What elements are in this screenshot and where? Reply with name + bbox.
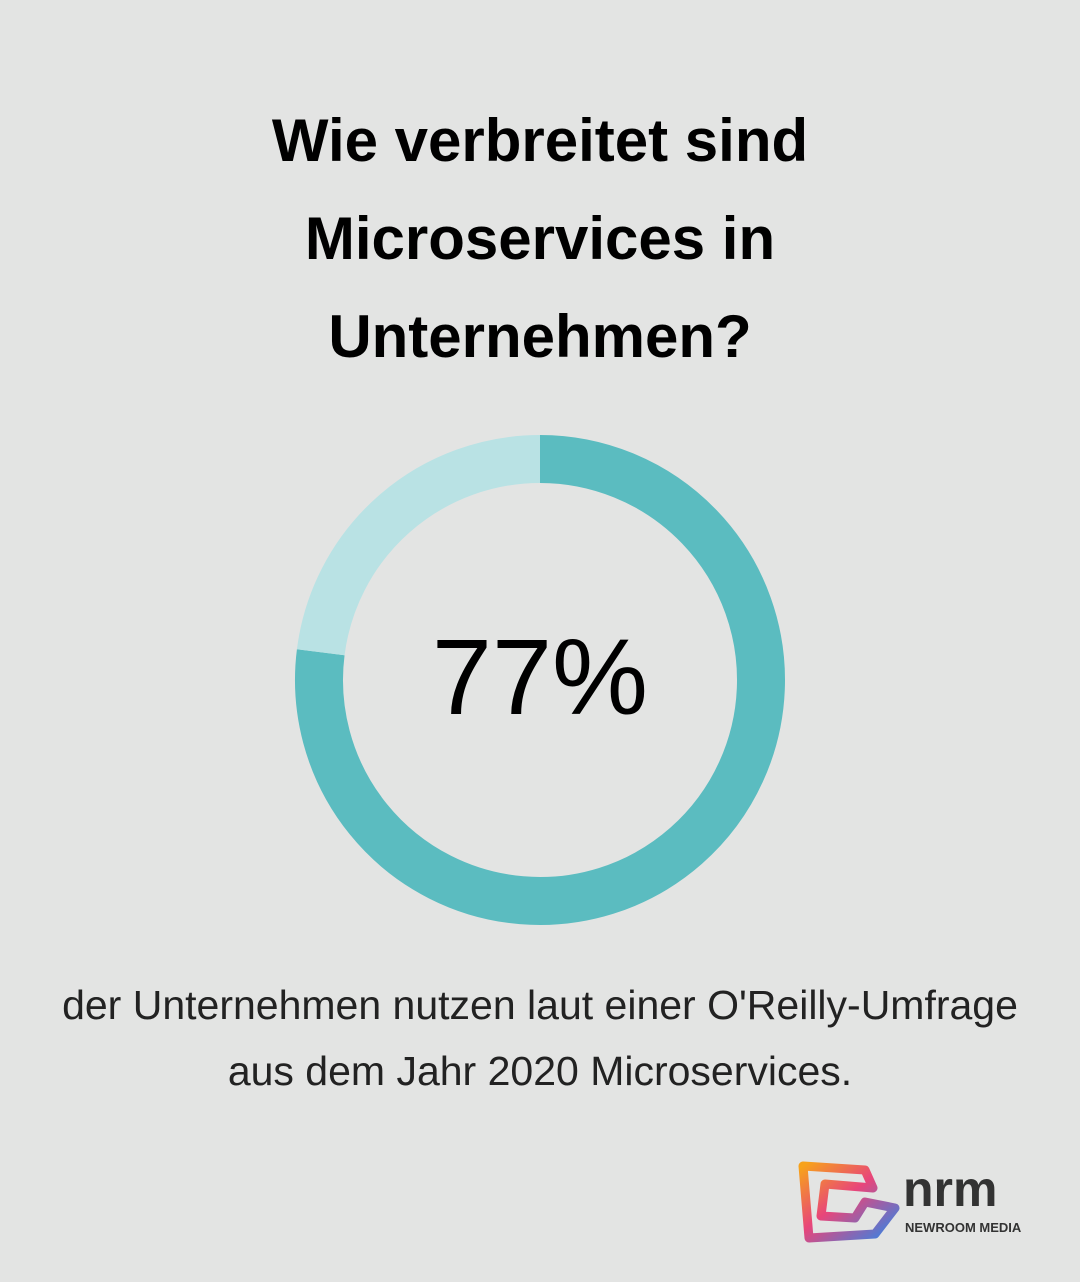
title: Wie verbreitet sind Microservices in Unt… [271, 107, 809, 370]
logo-name: nrm [903, 1161, 997, 1217]
logo-tagline: NEWROOM MEDIA [905, 1220, 1022, 1235]
center-value: 77% [432, 616, 648, 737]
logo-mark [798, 1161, 900, 1243]
caption: der Unternehmen nutzen laut einer O'Reil… [62, 982, 1018, 1094]
donut-segment [295, 435, 785, 925]
chart: 77% [295, 435, 785, 925]
logo: nrm NEWROOM MEDIA [798, 1161, 1022, 1243]
donut-segment [296, 435, 541, 656]
